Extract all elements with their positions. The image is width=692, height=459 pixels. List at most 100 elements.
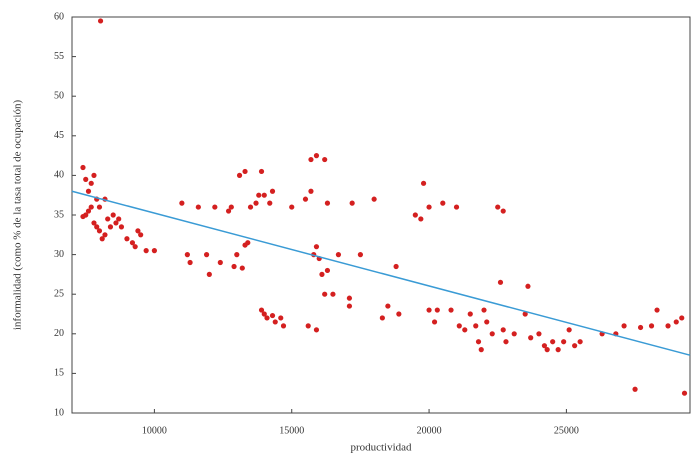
point bbox=[105, 216, 111, 222]
point bbox=[525, 283, 531, 289]
point bbox=[80, 213, 86, 220]
point bbox=[434, 307, 440, 313]
point bbox=[132, 244, 138, 250]
point bbox=[264, 315, 270, 321]
x-axis-title: productividad bbox=[350, 442, 412, 454]
point bbox=[665, 323, 671, 329]
point bbox=[426, 307, 432, 313]
point bbox=[256, 192, 262, 198]
point bbox=[385, 303, 391, 309]
point bbox=[561, 339, 567, 345]
point bbox=[673, 319, 679, 325]
point bbox=[541, 343, 548, 349]
point bbox=[135, 228, 141, 234]
point bbox=[83, 176, 89, 182]
y-tick-label: 35 bbox=[54, 209, 64, 220]
point bbox=[522, 311, 528, 317]
point bbox=[228, 204, 234, 210]
point bbox=[110, 212, 116, 218]
point bbox=[324, 267, 331, 274]
point bbox=[489, 331, 495, 337]
y-tick-label: 60 bbox=[54, 11, 64, 22]
point bbox=[426, 204, 432, 210]
point bbox=[313, 153, 320, 159]
point bbox=[179, 200, 185, 206]
point bbox=[453, 204, 460, 210]
x-tick-label: 20000 bbox=[417, 425, 442, 436]
y-tick-label: 20 bbox=[54, 328, 64, 339]
point bbox=[247, 204, 254, 210]
point bbox=[143, 248, 149, 254]
point bbox=[308, 188, 314, 194]
point bbox=[253, 200, 259, 206]
x-tick-label: 15000 bbox=[279, 425, 304, 436]
point bbox=[102, 232, 108, 238]
point bbox=[184, 252, 190, 258]
point bbox=[313, 327, 320, 333]
point bbox=[577, 339, 583, 345]
point bbox=[654, 307, 660, 313]
point bbox=[269, 188, 276, 194]
point bbox=[473, 323, 479, 329]
point bbox=[550, 339, 556, 345]
point bbox=[280, 323, 287, 329]
point bbox=[258, 307, 265, 313]
point bbox=[500, 327, 506, 333]
point bbox=[379, 315, 385, 321]
y-tick-label: 25 bbox=[54, 288, 64, 299]
point bbox=[225, 208, 232, 214]
point bbox=[206, 271, 212, 277]
point bbox=[305, 323, 311, 329]
point bbox=[621, 323, 627, 329]
point bbox=[349, 200, 355, 206]
point bbox=[481, 307, 487, 313]
point bbox=[94, 224, 100, 230]
point bbox=[681, 390, 688, 396]
point bbox=[475, 339, 482, 345]
point bbox=[431, 319, 438, 325]
point bbox=[302, 196, 309, 202]
y-tick-label: 50 bbox=[54, 90, 64, 101]
point bbox=[269, 312, 276, 319]
point bbox=[308, 156, 314, 163]
point bbox=[511, 331, 517, 337]
y-tick-label: 55 bbox=[54, 51, 64, 62]
point bbox=[96, 204, 103, 210]
point bbox=[124, 236, 130, 242]
point bbox=[88, 204, 94, 210]
point bbox=[99, 236, 105, 242]
point bbox=[637, 324, 644, 331]
point bbox=[138, 232, 144, 238]
point bbox=[330, 291, 336, 297]
point bbox=[497, 279, 504, 285]
x-tick-label: 25000 bbox=[554, 425, 579, 436]
point bbox=[335, 252, 342, 258]
point bbox=[261, 311, 267, 317]
point bbox=[448, 307, 454, 313]
point bbox=[322, 156, 328, 163]
point bbox=[648, 323, 655, 329]
point bbox=[357, 252, 363, 258]
point bbox=[462, 327, 468, 333]
point bbox=[679, 315, 685, 321]
y-tick-label: 40 bbox=[54, 170, 64, 181]
point bbox=[116, 216, 122, 222]
point bbox=[484, 319, 490, 325]
point bbox=[107, 224, 114, 230]
point bbox=[217, 259, 223, 266]
point bbox=[212, 204, 218, 210]
point bbox=[371, 196, 377, 202]
y-tick-label: 15 bbox=[54, 368, 64, 379]
point bbox=[85, 188, 92, 194]
point bbox=[319, 271, 325, 277]
point bbox=[346, 303, 353, 309]
point bbox=[495, 204, 501, 210]
point bbox=[313, 244, 320, 250]
point bbox=[555, 347, 561, 353]
point bbox=[346, 295, 353, 301]
point bbox=[258, 168, 265, 175]
point bbox=[566, 327, 572, 333]
point bbox=[393, 263, 399, 270]
point bbox=[91, 172, 97, 178]
